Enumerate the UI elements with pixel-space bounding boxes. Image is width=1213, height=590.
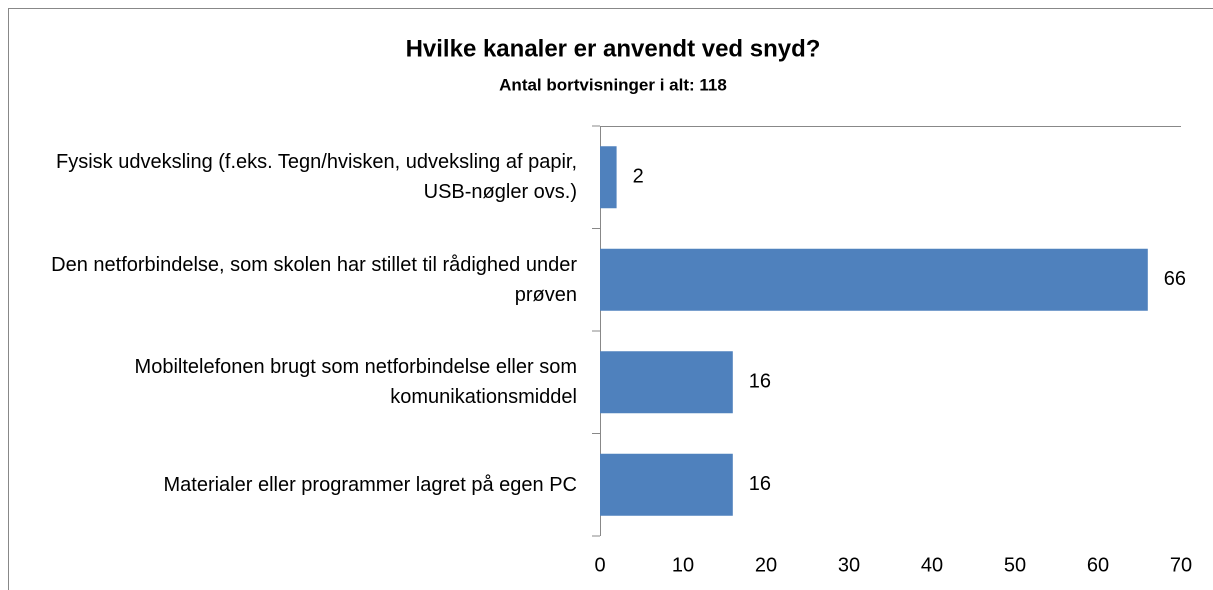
- x-tick-label: 40: [921, 554, 943, 576]
- data-label: 16: [749, 473, 771, 495]
- x-tick-label: 20: [755, 554, 777, 576]
- bar: [600, 351, 733, 414]
- x-tick-label: 60: [1087, 554, 1109, 576]
- chart-border: [8, 8, 1213, 590]
- data-label: 66: [1164, 268, 1186, 290]
- y-tick-label: Materialer eller programmer lagret på eg…: [163, 473, 577, 496]
- x-tick-label: 10: [672, 554, 694, 576]
- x-tick-label: 30: [838, 554, 860, 576]
- chart-title: Hvilke kanaler er anvendt ved snyd?: [406, 35, 821, 62]
- x-tick-label: 50: [1004, 554, 1026, 576]
- x-tick-label: 70: [1170, 554, 1192, 576]
- x-tick-label: 0: [594, 554, 605, 576]
- y-tick-label: Fysisk udveksling (f.eks. Tegn/hvisken, …: [56, 151, 577, 204]
- bar: [600, 453, 733, 516]
- bar: [600, 248, 1148, 311]
- y-tick-label: Mobiltelefonen brugt som netforbindelse …: [134, 356, 577, 409]
- y-tick-label: Den netforbindelse, som skolen har still…: [51, 253, 577, 306]
- bar: [600, 146, 617, 209]
- data-label: 16: [749, 371, 771, 393]
- chart-subtitle: Antal bortvisninger i alt: 118: [499, 75, 727, 94]
- data-label: 2: [633, 166, 644, 188]
